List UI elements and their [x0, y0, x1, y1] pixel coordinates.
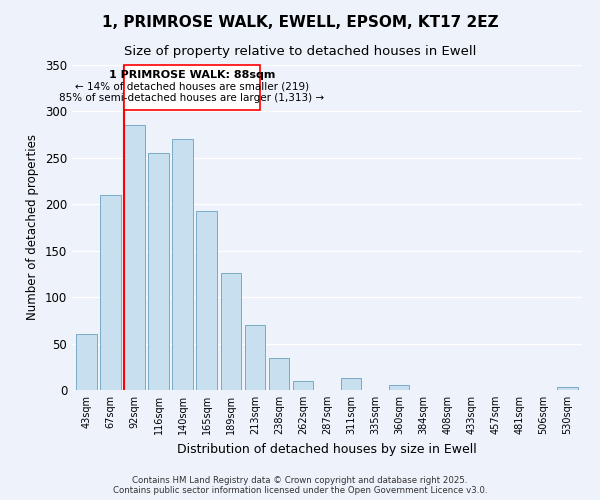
Bar — [148, 153, 169, 390]
Bar — [389, 386, 409, 390]
Bar — [196, 211, 217, 390]
Text: 1 PRIMROSE WALK: 88sqm: 1 PRIMROSE WALK: 88sqm — [109, 70, 275, 80]
Bar — [293, 380, 313, 390]
Bar — [100, 195, 121, 390]
FancyBboxPatch shape — [124, 65, 260, 110]
Bar — [124, 126, 145, 390]
Bar — [221, 273, 241, 390]
Text: 1, PRIMROSE WALK, EWELL, EPSOM, KT17 2EZ: 1, PRIMROSE WALK, EWELL, EPSOM, KT17 2EZ — [101, 15, 499, 30]
Y-axis label: Number of detached properties: Number of detached properties — [26, 134, 40, 320]
Text: ← 14% of detached houses are smaller (219): ← 14% of detached houses are smaller (21… — [75, 82, 309, 92]
Text: Contains HM Land Registry data © Crown copyright and database right 2025.
Contai: Contains HM Land Registry data © Crown c… — [113, 476, 487, 495]
Bar — [557, 387, 578, 390]
X-axis label: Distribution of detached houses by size in Ewell: Distribution of detached houses by size … — [177, 442, 477, 456]
Bar — [245, 325, 265, 390]
Bar — [76, 334, 97, 390]
Text: Size of property relative to detached houses in Ewell: Size of property relative to detached ho… — [124, 45, 476, 58]
Text: 85% of semi-detached houses are larger (1,313) →: 85% of semi-detached houses are larger (… — [59, 93, 325, 103]
Bar — [172, 140, 193, 390]
Bar — [269, 358, 289, 390]
Bar — [341, 378, 361, 390]
